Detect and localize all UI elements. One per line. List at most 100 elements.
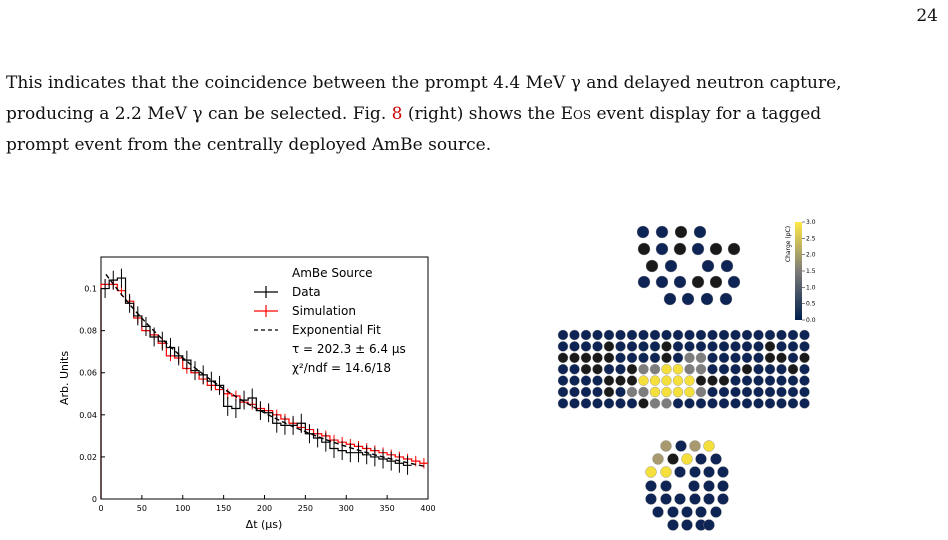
pmt-barrel	[638, 341, 649, 352]
pmt-bottom	[660, 493, 672, 505]
pmt-top	[673, 242, 687, 256]
pmt-barrel	[557, 352, 569, 364]
pmt-barrel	[638, 363, 649, 375]
pmt-barrel	[753, 398, 764, 409]
colorbar-tick-label: 1.5	[806, 268, 816, 275]
pmt-barrel	[776, 375, 787, 386]
text: producing a 2.2 MeV γ can be selected. F…	[6, 104, 392, 124]
pmt-top	[664, 259, 678, 273]
pmt-top	[636, 225, 650, 239]
pmt-barrel	[569, 341, 580, 352]
pmt-barrel	[569, 398, 580, 409]
pmt-bottom	[710, 453, 722, 465]
pmt-barrel	[672, 398, 684, 409]
pmt-barrel	[626, 398, 638, 409]
pmt-bottom	[667, 506, 679, 518]
pmt-barrel	[718, 341, 730, 352]
pmt-top	[709, 275, 723, 289]
pmt-bottom	[681, 506, 693, 518]
pmt-barrel	[661, 398, 672, 409]
pmt-barrel	[695, 363, 707, 375]
pmt-top	[673, 275, 687, 289]
pmt-barrel	[684, 398, 695, 409]
pmt-barrel	[776, 363, 787, 375]
pmt-bottom	[674, 466, 686, 478]
pmt-bottom	[695, 506, 707, 518]
pmt-top	[655, 242, 669, 256]
pmt-barrel	[764, 363, 776, 375]
x-axis-label: Δt (μs)	[246, 518, 283, 531]
pmt-barrel	[569, 352, 580, 364]
legend-data-marker	[254, 286, 278, 298]
pmt-top	[720, 259, 734, 273]
pmt-top	[655, 225, 669, 239]
pmt-barrel	[557, 375, 569, 386]
pmt-barrel	[787, 352, 799, 364]
pmt-bottom	[703, 493, 715, 505]
pmt-barrel	[672, 386, 684, 398]
pmt-barrel	[787, 386, 799, 398]
pmt-barrel	[695, 386, 707, 398]
pmt-barrel	[730, 329, 741, 341]
pmt-barrel	[707, 329, 718, 341]
pmt-barrel	[695, 398, 707, 409]
pmt-barrel	[592, 386, 603, 398]
pmt-barrel	[799, 352, 810, 364]
pmt-barrel	[730, 398, 741, 409]
pmt-barrel	[603, 398, 615, 409]
colorbar-tick-label: 3.0	[806, 219, 816, 226]
pmt-barrel	[649, 341, 661, 352]
legend-data-label: Data	[292, 285, 321, 299]
pmt-barrel	[730, 363, 741, 375]
pmt-barrel	[580, 375, 592, 386]
pmt-barrel	[603, 329, 615, 341]
pmt-barrel	[661, 363, 672, 375]
pmt-barrel	[741, 363, 753, 375]
pmt-top	[645, 259, 659, 273]
pmt-bottom	[652, 506, 664, 518]
pmt-barrel	[764, 386, 776, 398]
pmt-barrel	[661, 375, 672, 386]
pmt-barrel	[615, 375, 626, 386]
pmt-barrel	[615, 398, 626, 409]
pmt-top	[655, 275, 669, 289]
pmt-barrel	[684, 341, 695, 352]
pmt-barrel	[569, 375, 580, 386]
pmt-bottom	[660, 466, 672, 478]
pmt-barrel	[799, 386, 810, 398]
pmt-barrel	[684, 363, 695, 375]
pmt-barrel	[764, 329, 776, 341]
pmt-barrel	[649, 352, 661, 364]
pmt-top	[691, 275, 705, 289]
pmt-barrel	[799, 363, 810, 375]
pmt-bottom	[675, 440, 687, 452]
figure-reference-link[interactable]: 8	[391, 104, 403, 124]
pmt-barrel	[787, 329, 799, 341]
eos-event-display: 0.0 0.5 1.0 1.5 2.0 2.5 3.0 Charge (pC)	[557, 219, 816, 531]
legend: AmBe Source Data Simulation Exponential …	[254, 266, 406, 375]
pmt-barrel	[741, 398, 753, 409]
plot-frame	[100, 256, 429, 500]
pmt-barrel	[684, 386, 695, 398]
y-axis: 0 0.02 0.04 0.06 0.08 0.1	[79, 285, 105, 504]
pmt-barrel	[695, 329, 707, 341]
pmt-barrel	[684, 329, 695, 341]
pmt-top	[693, 225, 707, 239]
pmt-barrel	[649, 375, 661, 386]
pmt-bottom	[674, 493, 686, 505]
pmt-barrel	[638, 352, 649, 364]
pmt-top	[663, 292, 677, 306]
pmt-bottom	[703, 440, 715, 452]
legend-simulation-label: Simulation	[292, 304, 356, 318]
pmt-barrel	[730, 386, 741, 398]
pmt-barrel	[649, 329, 661, 341]
pmt-barrel	[718, 363, 730, 375]
pmt-barrel	[799, 375, 810, 386]
pmt-barrel	[592, 329, 603, 341]
pmt-barrel	[776, 386, 787, 398]
pmt-barrel	[764, 375, 776, 386]
y-axis-label: Arb. Units	[58, 351, 71, 405]
pmt-barrel	[695, 341, 707, 352]
pmt-bottom	[645, 493, 657, 505]
pmt-barrel	[787, 363, 799, 375]
